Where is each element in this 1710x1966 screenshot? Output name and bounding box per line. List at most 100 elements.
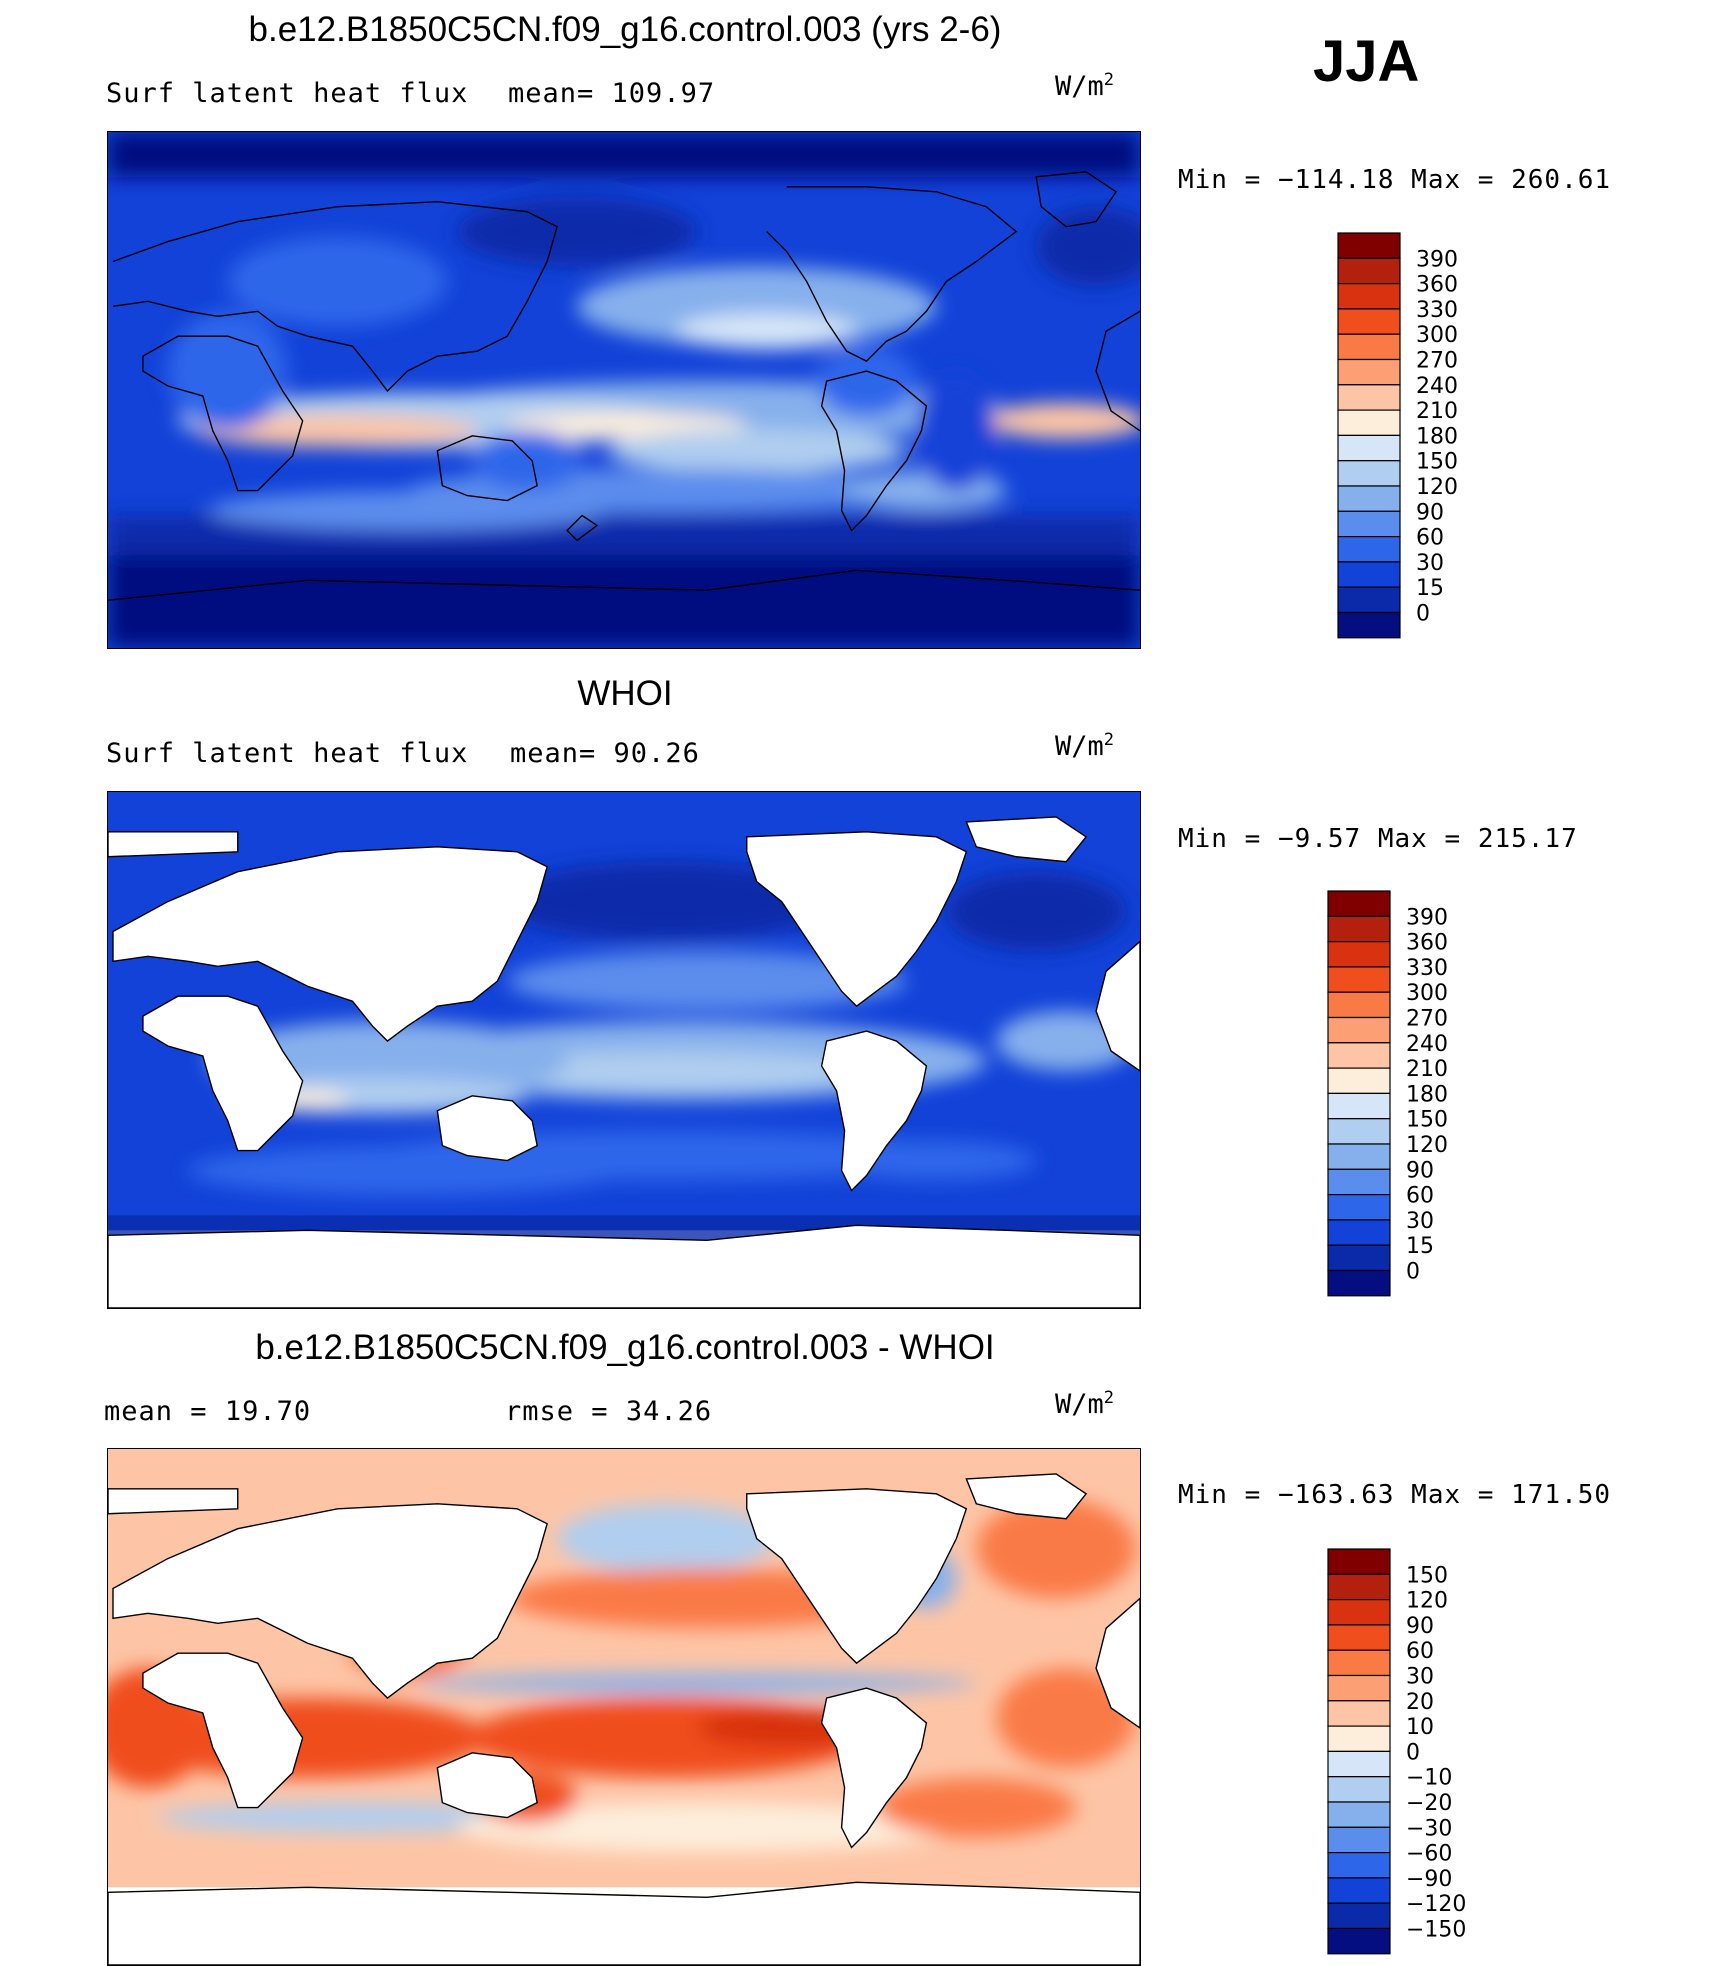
panel1-colorbar-box-11: [1337, 510, 1401, 538]
panel2-colorbar-box-4: [1327, 991, 1391, 1019]
panel1-mean-value: 109.97: [611, 78, 716, 109]
panel2-minmax: Min = −9.57 Max = 215.17: [1178, 824, 1578, 854]
panel2-colorbar-box-12: [1327, 1194, 1391, 1221]
panel3-mean: mean = 19.70: [104, 1396, 311, 1427]
panel1-colorbar-box-13: [1337, 561, 1401, 588]
panel2-colorbar-box-3: [1327, 966, 1391, 993]
panel2-colorbar-box-8: [1327, 1092, 1391, 1120]
panel1-colorbar-box-5: [1337, 358, 1401, 386]
panel2-colorbar-label-11: 60: [1406, 1184, 1434, 1209]
panel2-colorbar-label-4: 270: [1406, 1007, 1448, 1032]
panel3-field: [108, 1449, 1140, 1965]
panel1-field: [108, 132, 1140, 648]
panel1-units: W/m2: [1055, 70, 1115, 102]
panel2-colorbar-label-6: 210: [1406, 1057, 1448, 1082]
panel3-map: [107, 1448, 1141, 1966]
panel2-colorbar-label-12: 30: [1406, 1209, 1434, 1234]
panel1-map: [107, 131, 1141, 649]
panel1-mean-label: mean=: [508, 78, 595, 109]
panel3-colorbar-label-0: 150: [1406, 1563, 1448, 1588]
panel1-colorbar-label-14: 0: [1416, 602, 1430, 627]
panel3-colorbar-label-6: 10: [1406, 1715, 1434, 1740]
panel1-colorbar-label-6: 210: [1416, 399, 1458, 424]
panel1-minmax: Min = −114.18 Max = 260.61: [1178, 165, 1612, 195]
panel1-colorbar-label-12: 30: [1416, 551, 1444, 576]
panel3-colorbar-box-12: [1327, 1852, 1391, 1879]
panel3-colorbar-label-7: 0: [1406, 1740, 1420, 1765]
panel2-mean-label: mean=: [510, 738, 597, 769]
panel3-units: W/m2: [1055, 1388, 1115, 1420]
panel1-colorbar-label-7: 180: [1416, 424, 1458, 449]
panel1-colorbar-label-10: 90: [1416, 500, 1444, 525]
panel2-colorbar-box-14: [1327, 1244, 1391, 1272]
panel2-colorbar-box-9: [1327, 1118, 1391, 1145]
panel3-colorbar-label-5: 20: [1406, 1690, 1434, 1715]
panel1-colorbar-label-13: 15: [1416, 576, 1444, 601]
panel2-title: WHOI: [577, 674, 673, 713]
panel2-colorbar: 390 360 330 300 270 240 210 180 150 120 90 60 30 15 0: [1327, 890, 1468, 1301]
panel3-colorbar-box-13: [1327, 1877, 1391, 1904]
panel1-colorbar-box-4: [1337, 333, 1401, 361]
panel1-colorbar-box-15: [1337, 611, 1401, 639]
panel3-colorbar-label-10: −30: [1406, 1816, 1452, 1841]
panel2-map: [107, 791, 1141, 1309]
panel1-colorbar-box-3: [1337, 308, 1401, 335]
panel3-colorbar-box-15: [1327, 1927, 1391, 1955]
panel3-colorbar-label-2: 90: [1406, 1614, 1434, 1639]
panel1-mean: mean= 109.97: [508, 78, 715, 109]
panel3-colorbar-box-7: [1327, 1725, 1391, 1753]
panel1-colorbar-label-5: 240: [1416, 374, 1458, 399]
panel3-colorbar-box-8: [1327, 1750, 1391, 1778]
panel2-colorbar-box-13: [1327, 1219, 1391, 1246]
panel2-colorbar-label-9: 120: [1406, 1133, 1448, 1158]
panel3-colorbar-box-1: [1327, 1573, 1391, 1601]
panel1-colorbar-label-11: 60: [1416, 526, 1444, 551]
panel1-colorbar-box-6: [1337, 384, 1401, 411]
panel1-colorbar-label-2: 330: [1416, 298, 1458, 323]
panel3-colorbar-box-14: [1327, 1902, 1391, 1930]
panel2-mean-value: 90.26: [613, 738, 700, 769]
panel3-colorbar-box-9: [1327, 1776, 1391, 1803]
panel2-colorbar-label-0: 390: [1406, 905, 1448, 930]
panel3-colorbar-box-4: [1327, 1649, 1391, 1677]
panel1-colorbar-box-7: [1337, 409, 1401, 437]
panel1-colorbar-box-9: [1337, 460, 1401, 487]
panel3-colorbar-box-11: [1327, 1826, 1391, 1854]
panel2-colorbar-label-3: 300: [1406, 981, 1448, 1006]
panel3-colorbar-label-8: −10: [1406, 1766, 1452, 1791]
panel3-mean-value: 19.70: [224, 1396, 312, 1427]
panel3-colorbar-box-3: [1327, 1624, 1391, 1651]
panel2-colorbar-box-7: [1327, 1067, 1391, 1095]
panel3-minmax: Min = −163.63 Max = 171.50: [1178, 1480, 1612, 1510]
panel3-colorbar-label-3: 60: [1406, 1639, 1434, 1664]
panel1-colorbar-box-0: [1337, 232, 1401, 259]
panel2-colorbar-box-6: [1327, 1042, 1391, 1069]
panel2-colorbar-box-15: [1327, 1269, 1391, 1297]
panel1-colorbar-label-9: 120: [1416, 475, 1458, 500]
panel3-colorbar-label-12: −90: [1406, 1867, 1452, 1892]
panel3-colorbar-label-14: −150: [1406, 1918, 1466, 1943]
panel3-colorbar-label-4: 30: [1406, 1665, 1434, 1690]
panel2-colorbar-box-11: [1327, 1168, 1391, 1196]
panel2-colorbar-box-2: [1327, 940, 1391, 968]
panel2-colorbar-label-7: 180: [1406, 1082, 1448, 1107]
panel2-variable: Surf latent heat flux: [106, 738, 469, 769]
panel2-mean: mean= 90.26: [510, 738, 700, 769]
panel3-colorbar-label-1: 120: [1406, 1589, 1448, 1614]
panel1-colorbar: 390 360 330 300 270 240 210 180 150 120 90 60 30 15 0: [1337, 232, 1478, 643]
panel3-rmse-value: 34.26: [625, 1396, 713, 1427]
panel3-colorbar-label-13: −120: [1406, 1892, 1466, 1917]
panel1-variable: Surf latent heat flux: [106, 78, 469, 109]
panel1-title: b.e12.B1850C5CN.f09_g16.control.003 (yrs…: [248, 10, 1002, 49]
panel1-colorbar-box-10: [1337, 485, 1401, 512]
panel3-colorbar-box-10: [1327, 1801, 1391, 1828]
panel1-colorbar-label-1: 360: [1416, 273, 1458, 298]
panel2-colorbar-box-1: [1327, 915, 1391, 943]
panel3-rmse: rmse = 34.26: [505, 1396, 712, 1427]
panel1-colorbar-box-14: [1337, 586, 1401, 614]
season-label: JJA: [1313, 29, 1420, 94]
panel1-colorbar-box-12: [1337, 536, 1401, 563]
panel3-colorbar: 150 120 90 60 30 20 10 0 −10 −20 −30 −60 −90 −120 −150: [1327, 1548, 1468, 1959]
panel3-colorbar-box-0: [1327, 1548, 1391, 1575]
panel2-colorbar-label-2: 330: [1406, 956, 1448, 981]
